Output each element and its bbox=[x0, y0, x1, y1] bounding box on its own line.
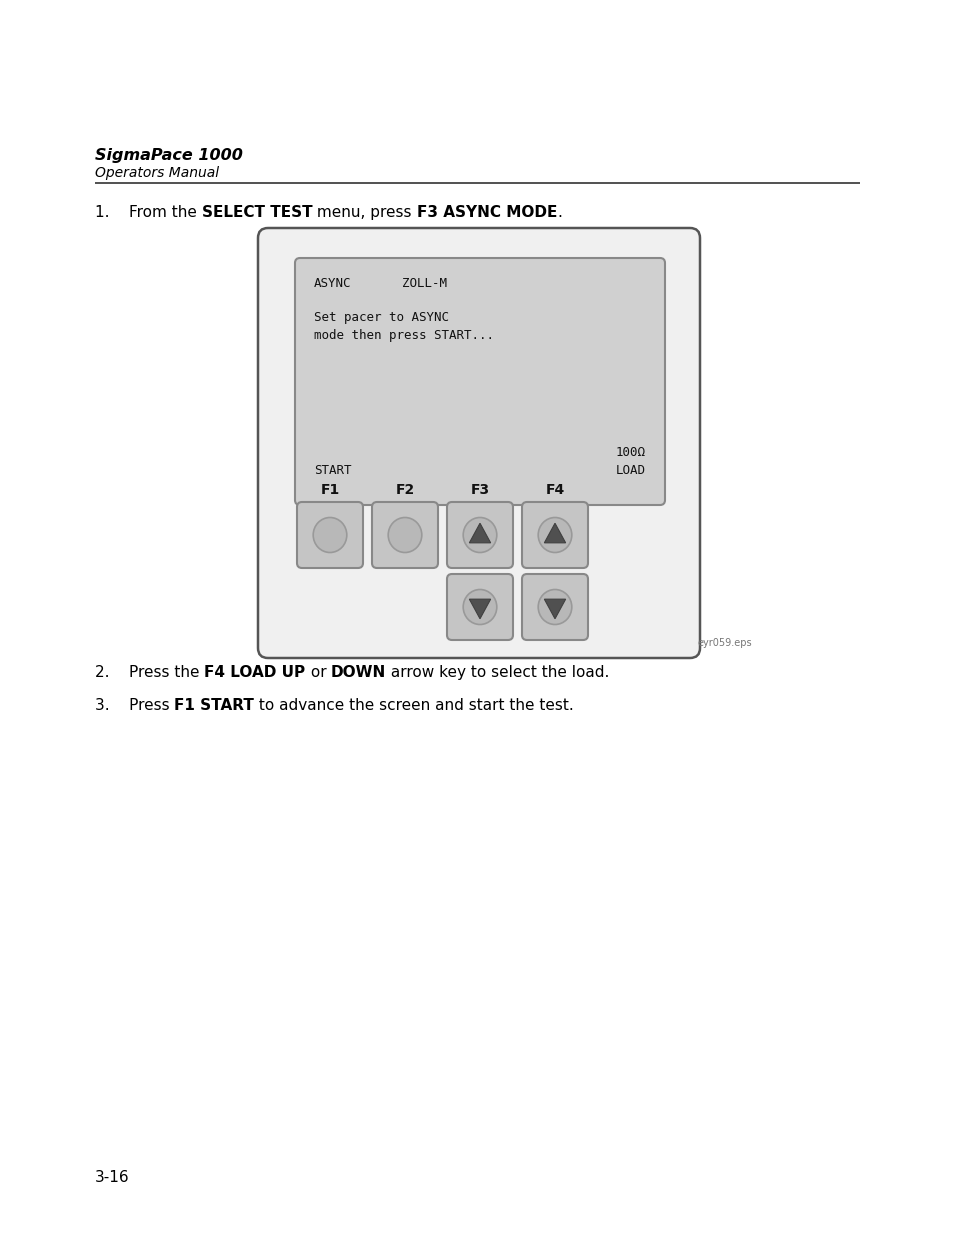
Text: menu, press: menu, press bbox=[312, 205, 416, 220]
Text: F1: F1 bbox=[320, 483, 339, 496]
FancyBboxPatch shape bbox=[294, 258, 664, 505]
Text: 3-16: 3-16 bbox=[95, 1170, 130, 1186]
Text: to advance the screen and start the test.: to advance the screen and start the test… bbox=[254, 698, 574, 713]
Polygon shape bbox=[544, 599, 565, 619]
Polygon shape bbox=[544, 524, 565, 543]
Ellipse shape bbox=[537, 589, 571, 625]
Text: DOWN: DOWN bbox=[331, 664, 386, 680]
Text: ZOLL-M: ZOLL-M bbox=[401, 277, 447, 290]
FancyBboxPatch shape bbox=[521, 501, 587, 568]
Text: 3.    Press: 3. Press bbox=[95, 698, 174, 713]
Ellipse shape bbox=[388, 517, 421, 552]
Ellipse shape bbox=[463, 589, 497, 625]
Ellipse shape bbox=[537, 517, 571, 552]
Text: mode then press START...: mode then press START... bbox=[314, 329, 494, 342]
Text: F4: F4 bbox=[545, 483, 564, 496]
Text: .: . bbox=[557, 205, 561, 220]
Polygon shape bbox=[469, 524, 490, 543]
Text: F3 ASYNC MODE: F3 ASYNC MODE bbox=[416, 205, 557, 220]
Text: F3: F3 bbox=[470, 483, 489, 496]
Text: eyr059.eps: eyr059.eps bbox=[698, 638, 752, 648]
Text: ASYNC: ASYNC bbox=[314, 277, 351, 290]
Text: START: START bbox=[314, 464, 351, 477]
FancyBboxPatch shape bbox=[521, 574, 587, 640]
FancyBboxPatch shape bbox=[257, 228, 700, 658]
Text: 100Ω: 100Ω bbox=[616, 446, 645, 459]
Text: SigmaPace 1000: SigmaPace 1000 bbox=[95, 148, 243, 163]
Text: arrow key to select the load.: arrow key to select the load. bbox=[386, 664, 609, 680]
Text: F2: F2 bbox=[395, 483, 415, 496]
Text: 1.    From the: 1. From the bbox=[95, 205, 201, 220]
Text: F4 LOAD UP: F4 LOAD UP bbox=[204, 664, 305, 680]
Text: Operators Manual: Operators Manual bbox=[95, 165, 219, 180]
Ellipse shape bbox=[463, 517, 497, 552]
Polygon shape bbox=[469, 599, 490, 619]
Text: or: or bbox=[305, 664, 331, 680]
FancyBboxPatch shape bbox=[447, 501, 513, 568]
Text: SELECT TEST: SELECT TEST bbox=[201, 205, 312, 220]
Text: F1 START: F1 START bbox=[174, 698, 254, 713]
Ellipse shape bbox=[313, 517, 347, 552]
FancyBboxPatch shape bbox=[296, 501, 363, 568]
Text: Set pacer to ASYNC: Set pacer to ASYNC bbox=[314, 311, 449, 324]
Text: LOAD: LOAD bbox=[616, 464, 645, 477]
FancyBboxPatch shape bbox=[447, 574, 513, 640]
Text: 2.    Press the: 2. Press the bbox=[95, 664, 204, 680]
FancyBboxPatch shape bbox=[372, 501, 437, 568]
